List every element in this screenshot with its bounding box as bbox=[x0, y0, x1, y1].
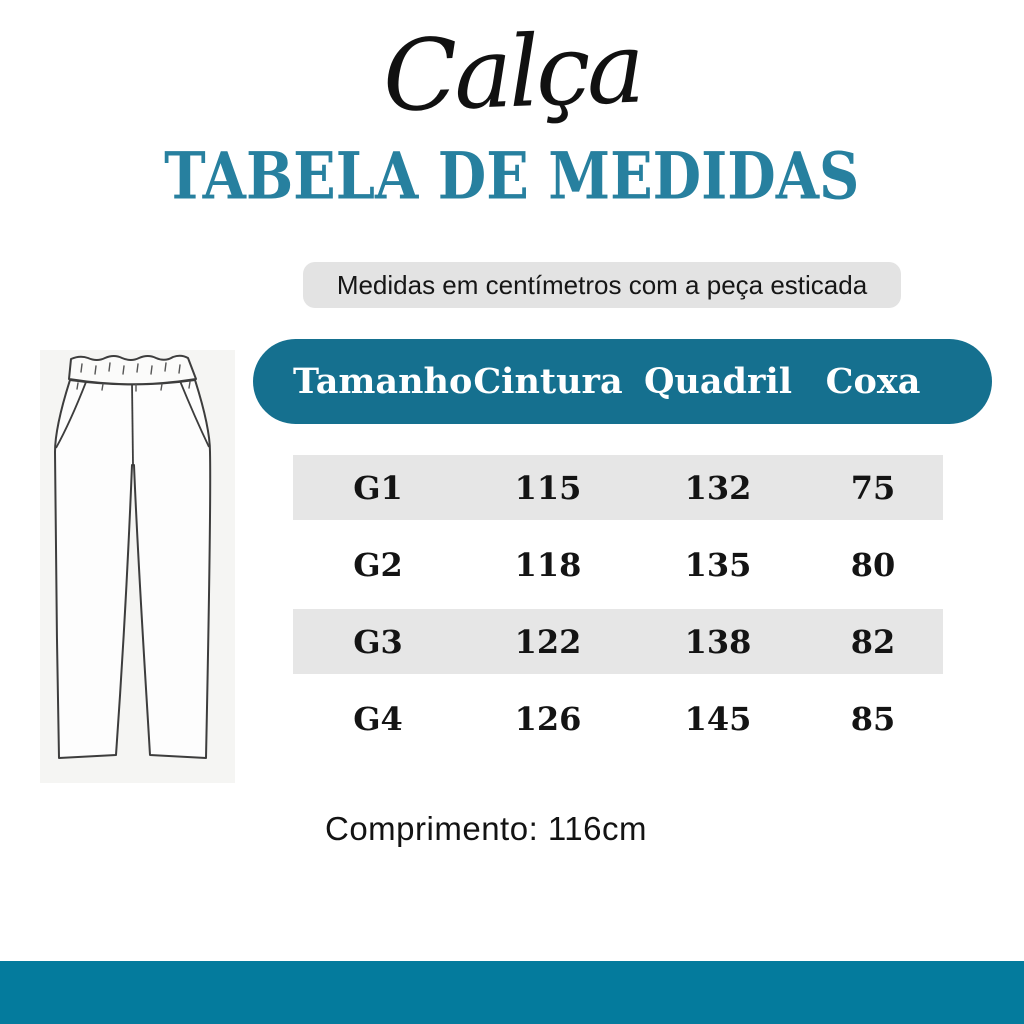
pants-illustration bbox=[40, 350, 235, 783]
cintura-cell: 126 bbox=[514, 699, 582, 738]
coxa-cell: 85 bbox=[850, 699, 896, 738]
table-row: G2 118 135 80 bbox=[293, 532, 943, 597]
measurement-note-pill: Medidas em centímetros com a peça estica… bbox=[303, 262, 901, 308]
column-header-tamanho: Tamanho bbox=[293, 361, 473, 402]
measurement-note-text: Medidas em centímetros com a peça estica… bbox=[336, 269, 868, 300]
cintura-cell: 118 bbox=[514, 545, 582, 584]
script-title: Calça bbox=[381, 11, 643, 135]
pants-left-pocket-line bbox=[55, 381, 87, 449]
table-row: G4 126 145 85 bbox=[293, 686, 943, 751]
pants-center-seam bbox=[131, 381, 134, 466]
column-header-cintura: Cintura bbox=[473, 361, 623, 402]
tamanho-cell: G3 bbox=[353, 622, 403, 661]
footer-band bbox=[0, 961, 1024, 1024]
coxa-cell: 82 bbox=[850, 622, 896, 661]
tamanho-cell: G4 bbox=[353, 699, 403, 738]
cintura-cell: 115 bbox=[514, 468, 582, 507]
size-table-body: G1 115 132 75 G2 118 135 80 G3 122 138 8… bbox=[293, 455, 943, 763]
length-note: Comprimento: 116cm bbox=[325, 810, 648, 847]
quadril-cell: 145 bbox=[684, 699, 752, 738]
pants-body-outline bbox=[54, 379, 212, 759]
coxa-cell: 80 bbox=[850, 545, 896, 584]
quadril-cell: 132 bbox=[684, 468, 752, 507]
waistband-elastic-ticks bbox=[76, 362, 191, 392]
tamanho-cell: G2 bbox=[353, 545, 403, 584]
page-title: TABELA DE MEDIDAS bbox=[164, 138, 860, 215]
quadril-cell: 138 bbox=[684, 622, 752, 661]
quadril-cell: 135 bbox=[684, 545, 752, 584]
column-header-coxa: Coxa bbox=[825, 361, 921, 402]
tamanho-cell: G1 bbox=[353, 468, 403, 507]
pants-right-pocket-line bbox=[179, 380, 210, 448]
table-row: G3 122 138 82 bbox=[293, 609, 943, 674]
pants-waistband bbox=[68, 354, 197, 386]
table-row: G1 115 132 75 bbox=[293, 455, 943, 520]
cintura-cell: 122 bbox=[514, 622, 582, 661]
size-table-header: Tamanho Cintura Quadril Coxa bbox=[253, 339, 992, 424]
coxa-cell: 75 bbox=[850, 468, 896, 507]
column-header-quadril: Quadril bbox=[643, 361, 793, 402]
